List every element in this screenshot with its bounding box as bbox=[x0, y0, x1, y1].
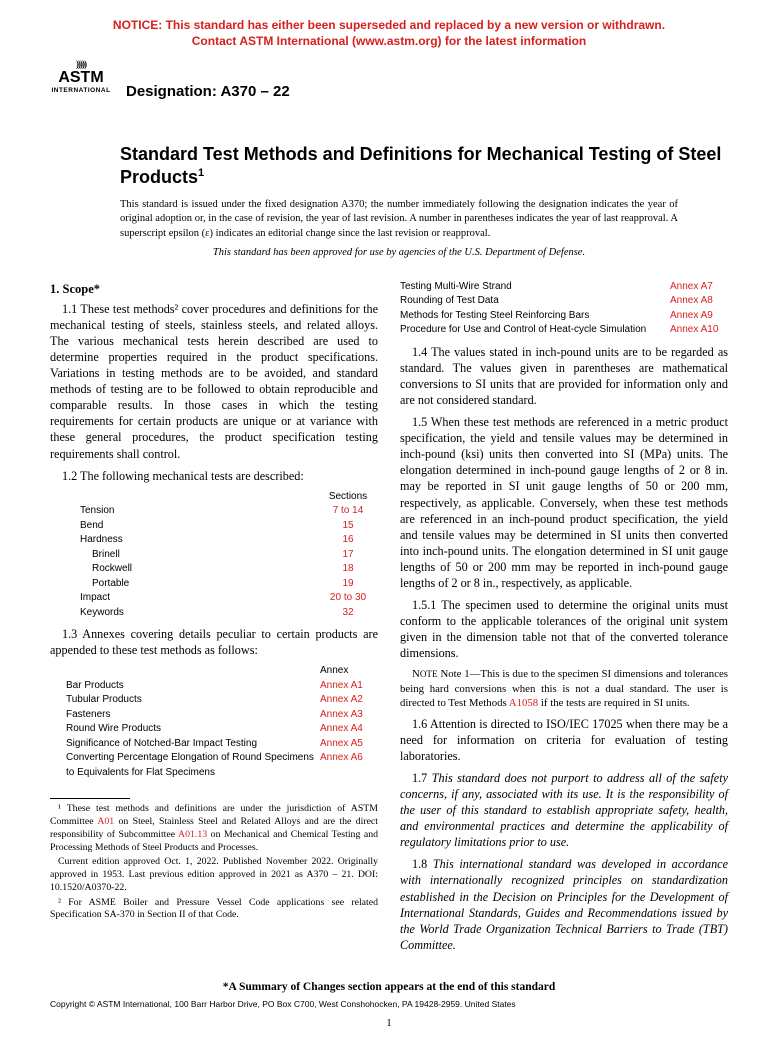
table-row: Converting Percentage Elongation of Roun… bbox=[66, 751, 378, 780]
title-text: Standard Test Methods and Definitions fo… bbox=[120, 144, 721, 187]
two-column-body: 1. Scope* 1.1 These test methods² cover … bbox=[50, 278, 728, 959]
astm-logo: ))))) ASTM INTERNATIONAL bbox=[50, 63, 112, 119]
link-a01-13[interactable]: A01.13 bbox=[178, 829, 207, 840]
table-row: Tension7 to 14 bbox=[80, 504, 378, 519]
footnote-2: ² For ASME Boiler and Pressure Vessel Co… bbox=[50, 897, 378, 922]
test-label: Tension bbox=[80, 504, 318, 519]
page: NOTICE: This standard has either been su… bbox=[0, 0, 778, 1059]
table-row: Hardness16 bbox=[80, 533, 378, 548]
annex-label: Significance of Notched-Bar Impact Testi… bbox=[66, 737, 320, 752]
annex-table-left: Annex Bar ProductsAnnex A1Tubular Produc… bbox=[66, 664, 378, 780]
test-label: Bend bbox=[80, 519, 318, 534]
table-row: Procedure for Use and Control of Heat-cy… bbox=[400, 323, 728, 338]
link-a1058[interactable]: A1058 bbox=[509, 697, 538, 709]
notice-line1: NOTICE: This standard has either been su… bbox=[113, 18, 665, 32]
annex-link[interactable]: Annex A2 bbox=[320, 693, 378, 708]
annex-header-left: Annex bbox=[320, 664, 378, 679]
annex-link[interactable]: Annex A1 bbox=[320, 679, 378, 694]
annex-label: Fasteners bbox=[66, 708, 320, 723]
title-sup: 1 bbox=[198, 167, 204, 179]
table-row: Impact20 to 30 bbox=[80, 591, 378, 606]
para-1-7: 1.7 This standard does not purport to ad… bbox=[400, 770, 728, 850]
table-row: Tubular ProductsAnnex A2 bbox=[66, 693, 378, 708]
table-row: Testing Multi-Wire StrandAnnex A7 bbox=[400, 280, 728, 295]
notice-line2: Contact ASTM International (www.astm.org… bbox=[192, 34, 586, 48]
annex-link[interactable]: Annex A6 bbox=[320, 751, 378, 766]
tests-header: Sections bbox=[318, 490, 378, 505]
section-link[interactable]: 19 bbox=[318, 577, 378, 592]
logo-word: ASTM bbox=[58, 69, 103, 87]
footnote-1: ¹ These test methods and definitions are… bbox=[50, 803, 378, 854]
annex-label: Round Wire Products bbox=[66, 722, 320, 737]
annex-label: Rounding of Test Data bbox=[400, 294, 670, 309]
annex-link[interactable]: Annex A8 bbox=[670, 294, 728, 309]
annex-label: Testing Multi-Wire Strand bbox=[400, 280, 670, 295]
left-column: 1. Scope* 1.1 These test methods² cover … bbox=[50, 278, 378, 959]
section-link[interactable]: 15 bbox=[318, 519, 378, 534]
table-row: Methods for Testing Steel Reinforcing Ba… bbox=[400, 309, 728, 324]
section-link[interactable]: 32 bbox=[318, 606, 378, 621]
table-row: FastenersAnnex A3 bbox=[66, 708, 378, 723]
section-link[interactable]: 7 to 14 bbox=[318, 504, 378, 519]
section-link[interactable]: 20 to 30 bbox=[318, 591, 378, 606]
annex-label: Methods for Testing Steel Reinforcing Ba… bbox=[400, 309, 670, 324]
table-row: Significance of Notched-Bar Impact Testi… bbox=[66, 737, 378, 752]
para-1-2: 1.2 The following mechanical tests are d… bbox=[50, 468, 378, 484]
table-row: Bend15 bbox=[80, 519, 378, 534]
annex-label: Procedure for Use and Control of Heat-cy… bbox=[400, 323, 670, 338]
scope-heading: 1. Scope* bbox=[50, 282, 378, 297]
test-label: Impact bbox=[80, 591, 318, 606]
test-label: Hardness bbox=[80, 533, 318, 548]
para-1-1: 1.1 These test methods² cover procedures… bbox=[50, 301, 378, 462]
right-column: Testing Multi-Wire StrandAnnex A7Roundin… bbox=[400, 278, 728, 959]
table-row: Bar ProductsAnnex A1 bbox=[66, 679, 378, 694]
annex-link[interactable]: Annex A10 bbox=[670, 323, 728, 338]
designation: Designation: A370 – 22 bbox=[126, 83, 290, 100]
note-1: NOTE Note 1—This is due to the specimen … bbox=[400, 667, 728, 709]
annex-link[interactable]: Annex A4 bbox=[320, 722, 378, 737]
page-number: 1 bbox=[50, 1017, 728, 1029]
doc-title: Standard Test Methods and Definitions fo… bbox=[120, 143, 728, 188]
para-1-3: 1.3 Annexes covering details peculiar to… bbox=[50, 626, 378, 658]
test-label: Brinell bbox=[80, 548, 318, 563]
annex-label: Converting Percentage Elongation of Roun… bbox=[66, 751, 320, 780]
annex-table-right: Testing Multi-Wire StrandAnnex A7Roundin… bbox=[400, 280, 728, 338]
annex-link[interactable]: Annex A3 bbox=[320, 708, 378, 723]
para-1-4: 1.4 The values stated in inch-pound unit… bbox=[400, 344, 728, 408]
link-a01[interactable]: A01 bbox=[97, 816, 114, 827]
table-row: Rockwell18 bbox=[80, 562, 378, 577]
para-1-5: 1.5 When these test methods are referenc… bbox=[400, 414, 728, 591]
table-row: Portable19 bbox=[80, 577, 378, 592]
issuance-note: This standard is issued under the fixed … bbox=[120, 198, 678, 241]
section-link[interactable]: 17 bbox=[318, 548, 378, 563]
copyright-line: Copyright © ASTM International, 100 Barr… bbox=[50, 999, 728, 1009]
para-1-5-1: 1.5.1 The specimen used to determine the… bbox=[400, 597, 728, 661]
test-label: Portable bbox=[80, 577, 318, 592]
para-1-6: 1.6 Attention is directed to ISO/IEC 170… bbox=[400, 716, 728, 764]
annex-link[interactable]: Annex A7 bbox=[670, 280, 728, 295]
logo-sub: INTERNATIONAL bbox=[51, 87, 110, 94]
table-row: Round Wire ProductsAnnex A4 bbox=[66, 722, 378, 737]
annex-link[interactable]: Annex A5 bbox=[320, 737, 378, 752]
section-link[interactable]: 16 bbox=[318, 533, 378, 548]
table-row: Brinell17 bbox=[80, 548, 378, 563]
test-label: Keywords bbox=[80, 606, 318, 621]
dod-approved: This standard has been approved for use … bbox=[120, 247, 678, 258]
notice-banner: NOTICE: This standard has either been su… bbox=[50, 18, 728, 49]
logo-arcs: ))))) bbox=[76, 63, 86, 67]
table-row: Keywords32 bbox=[80, 606, 378, 621]
section-link[interactable]: 18 bbox=[318, 562, 378, 577]
para-1-8: 1.8 This international standard was deve… bbox=[400, 856, 728, 953]
annex-label: Bar Products bbox=[66, 679, 320, 694]
summary-of-changes: *A Summary of Changes section appears at… bbox=[50, 981, 728, 993]
footnote-1b: Current edition approved Oct. 1, 2022. P… bbox=[50, 856, 378, 894]
table-row: Rounding of Test DataAnnex A8 bbox=[400, 294, 728, 309]
header-row: ))))) ASTM INTERNATIONAL Designation: A3… bbox=[50, 63, 728, 119]
tests-table: Sections Tension7 to 14Bend15Hardness16B… bbox=[80, 490, 378, 621]
annex-link[interactable]: Annex A9 bbox=[670, 309, 728, 324]
annex-label: Tubular Products bbox=[66, 693, 320, 708]
footnote-rule bbox=[50, 798, 130, 799]
test-label: Rockwell bbox=[80, 562, 318, 577]
